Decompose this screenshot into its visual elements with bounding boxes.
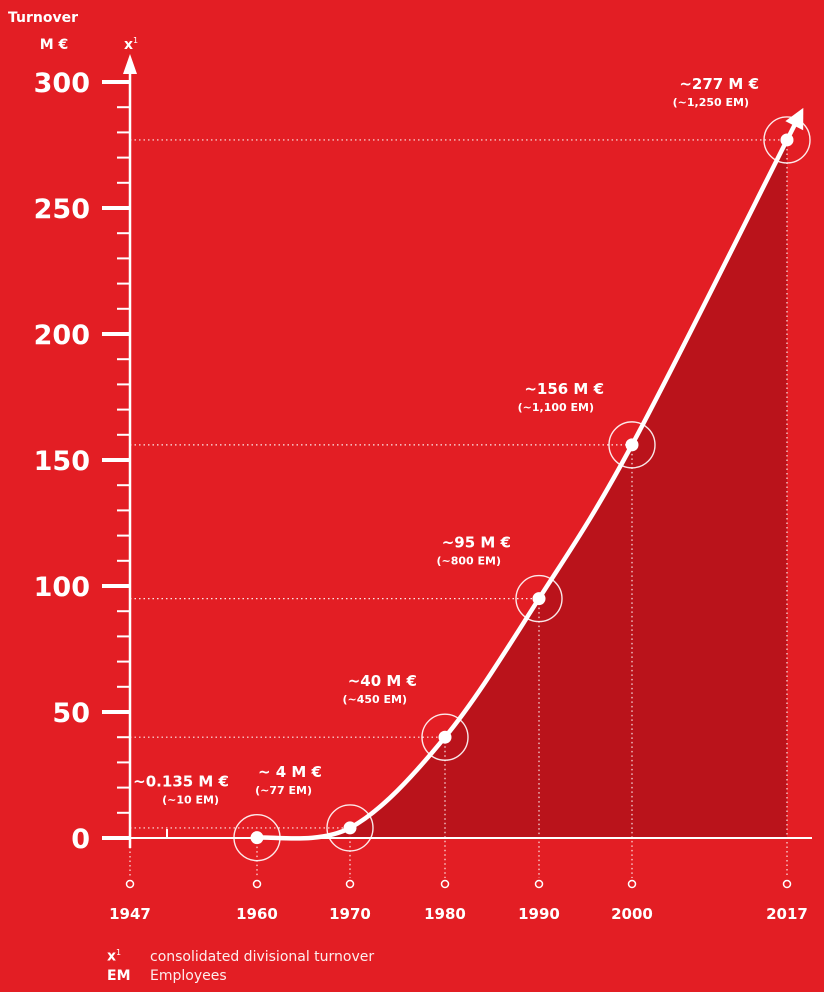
data-point xyxy=(780,133,794,147)
data-point-ring xyxy=(763,116,811,164)
annotation-employees: (~800 EM) xyxy=(436,555,501,568)
data-point xyxy=(625,438,639,452)
legend-item-x1: x1 consolidated divisional turnover xyxy=(107,948,374,965)
annotation-value: ~0.135 M € xyxy=(133,773,229,791)
legend-text: Employees xyxy=(150,968,227,984)
x-tick-label: 2000 xyxy=(611,905,653,923)
data-point-ring xyxy=(515,574,563,623)
data-point xyxy=(532,592,546,606)
x-tick-label: 1947 xyxy=(109,905,151,923)
x-tick-marker xyxy=(125,879,135,889)
x-tick-marker xyxy=(534,879,544,889)
y-tick-label: 300 xyxy=(34,68,90,99)
legend-text: consolidated divisional turnover xyxy=(150,948,375,965)
y-tick-label: 50 xyxy=(52,698,90,729)
y-tick-label: 150 xyxy=(34,446,90,477)
y-tick-label: 200 xyxy=(34,320,90,351)
annotation-value: ~156 M € xyxy=(524,380,604,398)
x-tick-label: 1980 xyxy=(424,905,466,923)
annotation-employees: (~77 EM) xyxy=(255,784,312,797)
data-point xyxy=(250,831,264,845)
axis-marker: x1 xyxy=(124,36,138,53)
annotation-value: ~ 4 M € xyxy=(258,763,322,781)
annotation-value: ~95 M € xyxy=(442,534,511,552)
y-axis-unit: M € xyxy=(40,37,69,53)
data-point-ring xyxy=(326,804,374,852)
x-tick-label: 2017 xyxy=(766,905,808,923)
y-tick-label: 100 xyxy=(34,572,90,603)
x-tick-label: 1970 xyxy=(329,905,371,923)
data-point xyxy=(438,730,452,744)
x-tick-marker xyxy=(440,879,450,889)
area-under-curve xyxy=(257,139,787,839)
data-point-ring xyxy=(608,421,656,469)
x-tick-label: 1990 xyxy=(518,905,560,923)
annotation-employees: (~10 EM) xyxy=(162,794,219,807)
annotation-employees: (~1,100 EM) xyxy=(518,401,594,414)
x-tick-marker xyxy=(345,879,355,889)
annotation-value: ~277 M € xyxy=(679,75,759,93)
annotation-value: ~40 M € xyxy=(348,672,417,690)
x-tick-marker xyxy=(627,879,637,889)
annotation-employees: (~450 EM) xyxy=(342,693,407,706)
y-axis-title: Turnover xyxy=(8,10,78,26)
y-tick-label: 0 xyxy=(71,824,90,855)
legend-key: EM xyxy=(107,968,131,984)
data-point-ring xyxy=(233,813,281,862)
y-tick-label: 250 xyxy=(34,194,90,225)
legend-item-em: EM Employees xyxy=(107,968,227,984)
y-axis-arrow xyxy=(123,54,137,74)
legend-key: x1 xyxy=(107,948,122,965)
data-point xyxy=(343,821,357,835)
x-tick-marker xyxy=(782,879,792,889)
data-point-ring xyxy=(421,713,469,761)
x-tick-marker xyxy=(252,879,262,889)
annotation-employees: (~1,250 EM) xyxy=(673,96,749,109)
x-tick-label: 1960 xyxy=(236,905,278,923)
curve-arrowhead xyxy=(785,107,804,131)
